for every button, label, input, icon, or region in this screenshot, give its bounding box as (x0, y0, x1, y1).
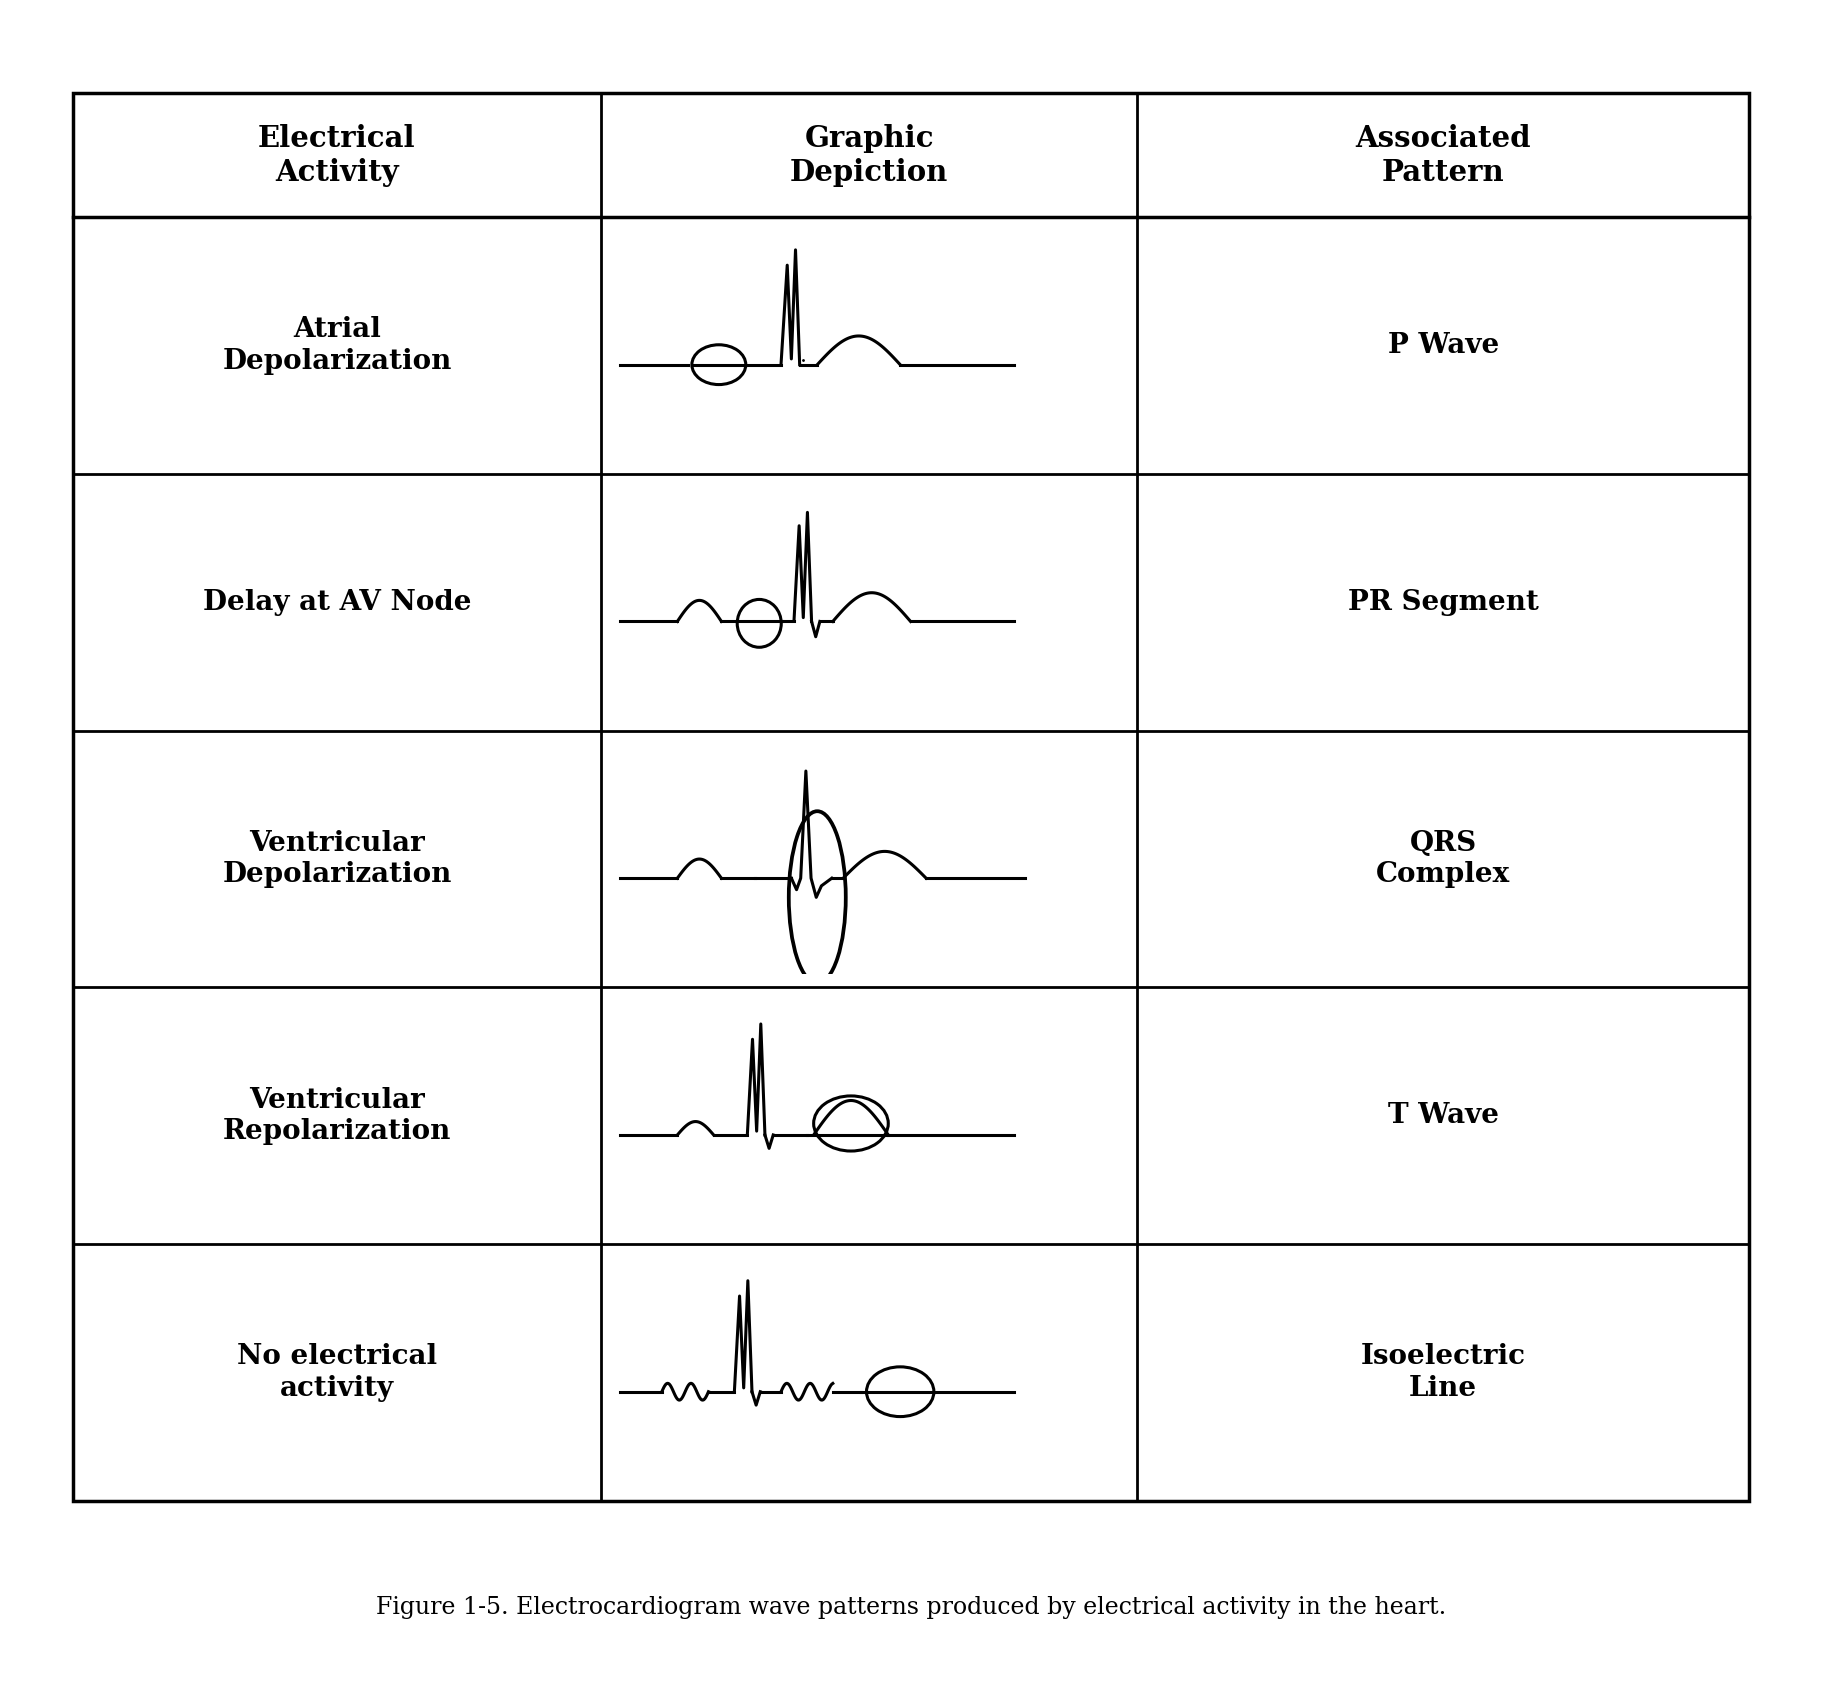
Text: T Wave: T Wave (1388, 1102, 1500, 1130)
Text: P Wave: P Wave (1388, 332, 1500, 360)
Text: Delay at AV Node: Delay at AV Node (202, 589, 472, 616)
Text: Atrial
Depolarization: Atrial Depolarization (222, 317, 452, 375)
Text: Isoelectric
Line: Isoelectric Line (1361, 1343, 1525, 1401)
Text: Figure 1-5. Electrocardiogram wave patterns produced by electrical activity in t: Figure 1-5. Electrocardiogram wave patte… (375, 1596, 1447, 1620)
Text: QRS
Complex: QRS Complex (1376, 829, 1510, 889)
Text: Electrical
Activity: Electrical Activity (259, 124, 415, 187)
Text: Associated
Pattern: Associated Pattern (1356, 124, 1530, 187)
Text: PR Segment: PR Segment (1348, 589, 1538, 616)
Text: Graphic
Depiction: Graphic Depiction (791, 124, 947, 187)
Text: No electrical
activity: No electrical activity (237, 1343, 437, 1401)
Text: Ventricular
Depolarization: Ventricular Depolarization (222, 829, 452, 889)
Text: Ventricular
Repolarization: Ventricular Repolarization (222, 1087, 452, 1145)
